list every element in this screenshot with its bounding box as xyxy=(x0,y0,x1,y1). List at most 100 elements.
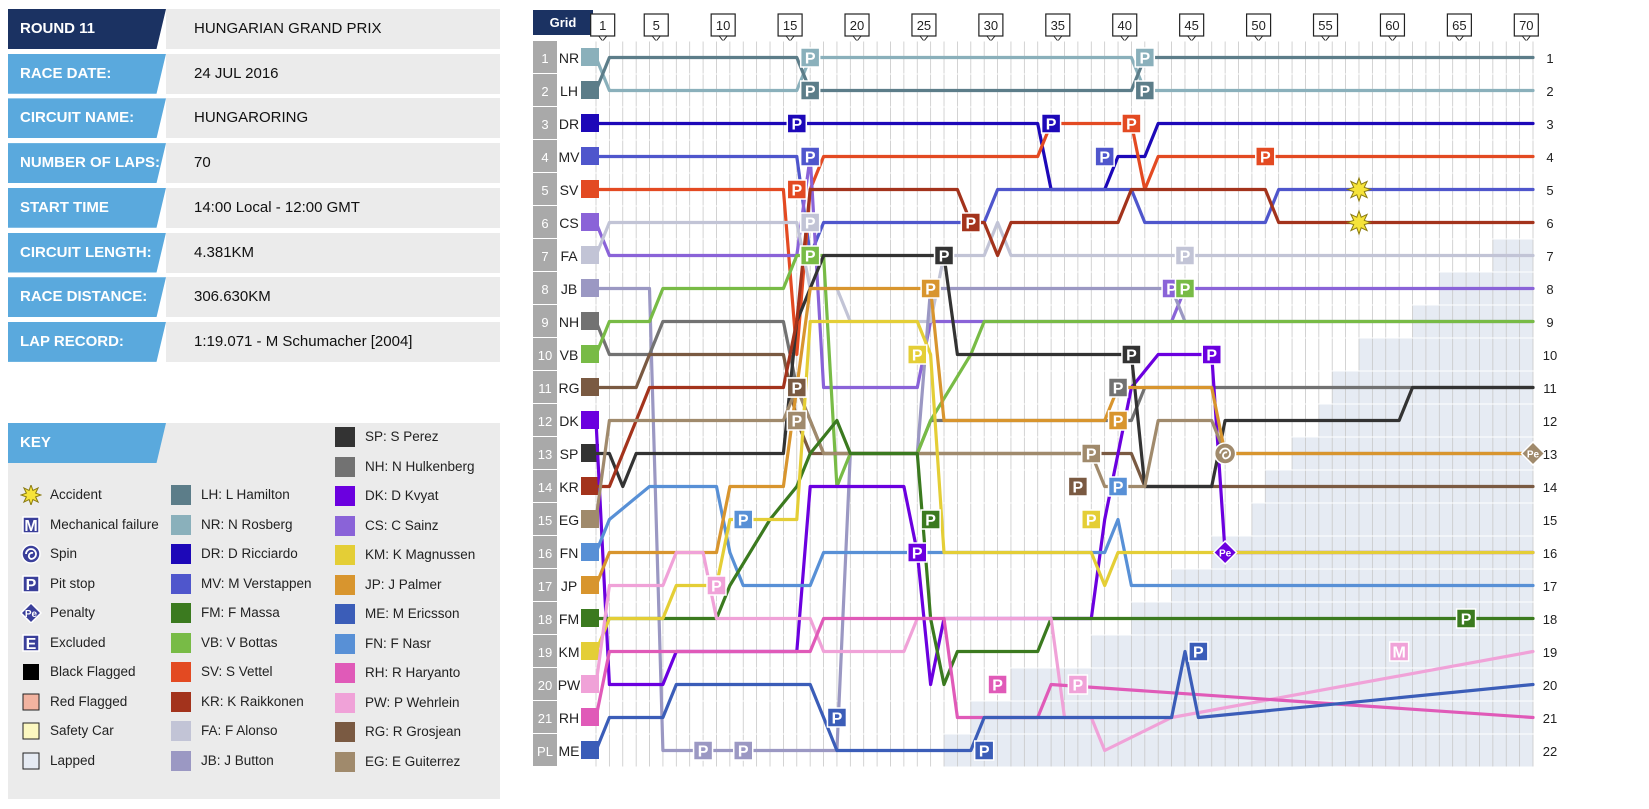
grid-position-label: 10 xyxy=(538,348,552,363)
grid-position-cell xyxy=(533,635,557,667)
pit-marker: P xyxy=(920,509,941,530)
info-label: RACE DATE: xyxy=(8,53,166,94)
spin-icon xyxy=(21,544,41,564)
lap-tick-label: 60 xyxy=(1379,13,1406,42)
svg-text:P: P xyxy=(1086,447,1097,464)
driver-color-swatch xyxy=(335,751,355,772)
finish-position-label: 15 xyxy=(1543,513,1557,528)
grid-driver-swatch xyxy=(581,675,599,693)
grid-position-label: 4 xyxy=(541,150,548,165)
key-item-label: FA: F Alonso xyxy=(201,723,278,738)
finish-position-label: 19 xyxy=(1543,645,1557,660)
svg-text:15: 15 xyxy=(783,18,797,33)
info-row: RACE DATE: 24 JUL 2016 xyxy=(8,53,500,94)
lap-tick-label: 15 xyxy=(777,13,803,42)
lap-chart: Grid 1 5 10 15 20 25 30 35 40 45 50 55 60 65 701 NR2 LH3 D… xyxy=(533,10,1563,768)
grid-driver-code: SP xyxy=(560,446,579,462)
finish-position-label: 16 xyxy=(1543,546,1557,561)
key-item-label: PW: P Wehrlein xyxy=(365,694,460,710)
grid-position-cell xyxy=(533,602,557,634)
finish-position-label: 2 xyxy=(1546,84,1553,99)
finish-position-cell xyxy=(1537,668,1563,700)
driver-color-swatch xyxy=(335,456,355,477)
grid-driver-swatch xyxy=(581,147,599,165)
svg-text:M: M xyxy=(1392,645,1405,662)
grid-driver-code: VB xyxy=(560,347,579,363)
driver-color-swatch xyxy=(171,691,191,712)
svg-text:60: 60 xyxy=(1385,18,1399,33)
key-item-label: MV: M Verstappen xyxy=(201,575,312,591)
finish-position-cell xyxy=(1537,41,1563,73)
grid-position-cell xyxy=(533,305,557,337)
grid-driver-swatch xyxy=(581,477,599,495)
info-row: NUMBER OF LAPS: 70 xyxy=(8,143,500,184)
svg-text:P: P xyxy=(805,84,816,101)
grid-driver-code: NH xyxy=(559,314,579,330)
penalty-marker: Pe xyxy=(1520,440,1546,467)
lap-tick-label: 5 xyxy=(643,13,669,42)
key-item-label: RH: R Haryanto xyxy=(365,665,461,680)
pit-marker: P xyxy=(1081,443,1102,464)
driver-color-swatch xyxy=(171,632,191,653)
grid-position-label: 12 xyxy=(538,414,552,429)
finish-position-label: 11 xyxy=(1543,381,1557,396)
finish-position-label: 3 xyxy=(1546,117,1553,132)
finish-position-cell xyxy=(1537,536,1563,568)
info-label: RACE DISTANCE: xyxy=(8,277,166,318)
series-line-dk xyxy=(594,352,1535,687)
svg-text:P: P xyxy=(1206,348,1217,365)
driver-color-swatch xyxy=(335,427,355,447)
lap-tick-label: 65 xyxy=(1446,13,1472,42)
grid-driver-code: MV xyxy=(559,149,581,165)
info-label: ROUND 11 xyxy=(8,9,166,49)
grid-position-label: 9 xyxy=(541,315,548,330)
grid-position-cell xyxy=(533,107,557,139)
pit-marker: P xyxy=(1107,410,1129,431)
driver-color-swatch xyxy=(171,603,191,623)
finish-position-cell xyxy=(1537,338,1563,370)
pit-marker: P xyxy=(907,542,928,563)
key-item-label: DK: D Kvyat xyxy=(365,488,439,503)
svg-text:P: P xyxy=(1046,117,1057,134)
grid-header-label: Grid xyxy=(550,15,577,30)
lapped-region xyxy=(1251,503,1533,536)
lap-tick-label: 70 xyxy=(1513,13,1539,42)
finish-position-cell xyxy=(1537,305,1563,337)
svg-text:10: 10 xyxy=(716,18,730,33)
info-value: 70 xyxy=(166,143,500,184)
grid-driver-code: RG xyxy=(559,380,580,396)
svg-text:P: P xyxy=(1461,612,1472,629)
grid-driver-code: JB xyxy=(561,281,577,297)
key-panel: KEY Accident M Mechanical failure Spin P Pit … xyxy=(8,423,500,799)
svg-text:P: P xyxy=(1086,513,1097,530)
finish-position-label: 9 xyxy=(1546,315,1553,330)
series-line-kr xyxy=(594,187,1535,489)
info-row: CIRCUIT NAME: HUNGARORING xyxy=(8,98,500,139)
grid-position-label: 21 xyxy=(538,711,552,726)
grid-position-label: 16 xyxy=(538,546,552,561)
svg-text:M: M xyxy=(24,518,37,535)
grid-position-label: 3 xyxy=(541,117,548,132)
svg-text:P: P xyxy=(26,577,37,594)
accident-marker xyxy=(1346,209,1372,236)
excluded-icon: E xyxy=(22,633,40,653)
finish-position-cell xyxy=(1537,74,1563,106)
svg-text:P: P xyxy=(1099,150,1110,167)
finish-position-label: 17 xyxy=(1543,579,1557,594)
finish-position-cell xyxy=(1537,470,1563,502)
svg-text:65: 65 xyxy=(1452,18,1466,33)
grid-header xyxy=(533,10,593,35)
grid-position-label: 20 xyxy=(538,678,552,693)
grid-driver-swatch xyxy=(581,48,599,66)
finish-position-label: 6 xyxy=(1546,216,1553,231)
info-value: 14:00 Local - 12:00 GMT xyxy=(166,187,500,228)
grid-position-cell xyxy=(533,206,557,238)
svg-text:P: P xyxy=(1113,381,1124,398)
pit-marker: P xyxy=(692,740,714,761)
pit-marker: P xyxy=(1174,245,1196,266)
pit-marker: P xyxy=(907,344,928,365)
grid-driver-code: ME xyxy=(559,743,580,759)
key-item-label: FM: F Massa xyxy=(201,605,280,620)
info-value: 1:19.071 - M Schumacher [2004] xyxy=(166,321,500,362)
finish-position-label: 22 xyxy=(1543,744,1557,759)
